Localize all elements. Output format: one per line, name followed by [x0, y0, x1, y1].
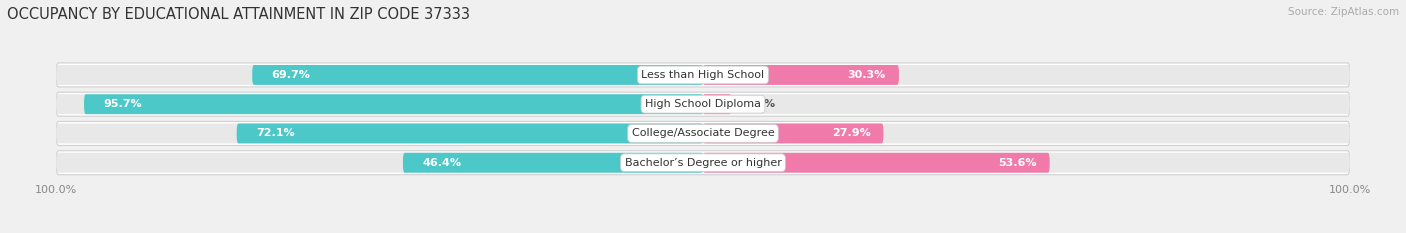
Text: Less than High School: Less than High School	[641, 70, 765, 80]
Text: 30.3%: 30.3%	[848, 70, 886, 80]
Text: OCCUPANCY BY EDUCATIONAL ATTAINMENT IN ZIP CODE 37333: OCCUPANCY BY EDUCATIONAL ATTAINMENT IN Z…	[7, 7, 470, 22]
FancyBboxPatch shape	[236, 123, 703, 143]
Text: Source: ZipAtlas.com: Source: ZipAtlas.com	[1288, 7, 1399, 17]
Text: 4.4%: 4.4%	[744, 99, 776, 109]
FancyBboxPatch shape	[56, 94, 1350, 114]
Text: 27.9%: 27.9%	[832, 128, 870, 138]
FancyBboxPatch shape	[56, 123, 1350, 143]
FancyBboxPatch shape	[703, 94, 731, 114]
FancyBboxPatch shape	[703, 123, 883, 143]
FancyBboxPatch shape	[404, 153, 703, 173]
Text: 72.1%: 72.1%	[256, 128, 295, 138]
Text: High School Diploma: High School Diploma	[645, 99, 761, 109]
Text: 95.7%: 95.7%	[104, 99, 142, 109]
Text: College/Associate Degree: College/Associate Degree	[631, 128, 775, 138]
FancyBboxPatch shape	[56, 121, 1350, 145]
FancyBboxPatch shape	[703, 65, 898, 85]
Legend: Owner-occupied, Renter-occupied: Owner-occupied, Renter-occupied	[579, 231, 827, 233]
FancyBboxPatch shape	[56, 92, 1350, 116]
Text: 46.4%: 46.4%	[422, 158, 461, 168]
Text: 69.7%: 69.7%	[271, 70, 311, 80]
Text: 53.6%: 53.6%	[998, 158, 1036, 168]
FancyBboxPatch shape	[56, 151, 1350, 175]
FancyBboxPatch shape	[84, 94, 703, 114]
FancyBboxPatch shape	[703, 153, 1050, 173]
FancyBboxPatch shape	[56, 63, 1350, 87]
Text: Bachelor’s Degree or higher: Bachelor’s Degree or higher	[624, 158, 782, 168]
FancyBboxPatch shape	[56, 65, 1350, 85]
FancyBboxPatch shape	[56, 153, 1350, 173]
FancyBboxPatch shape	[252, 65, 703, 85]
